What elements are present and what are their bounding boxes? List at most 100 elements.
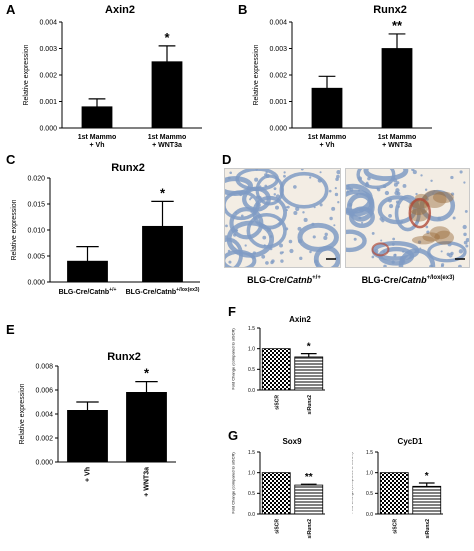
chart-title: Sox9 (282, 437, 302, 446)
nucleus (263, 244, 266, 247)
chart-axin2-mammo: Axin2 0.000 0.001 0.002 0.003 0.004 Relative e… (23, 4, 202, 149)
panel-label-a: A (6, 2, 16, 17)
significance-mark: * (160, 185, 166, 200)
histology-caption-right: BLG-Cre/Catnb+/lox(ex3) (361, 275, 455, 285)
nucleus (415, 219, 420, 223)
nucleus (400, 220, 404, 224)
nucleus (283, 174, 286, 178)
nucleus (229, 171, 232, 175)
histology-panel: BLG-Cre/Catnb+/+ BLG-Cre/Catnb+/lox(ex3) (224, 168, 470, 288)
category-label: BLG-Cre/Catnb+/+ (59, 287, 117, 296)
category-label: 1st Mammo + Vh (308, 134, 347, 149)
bar-2 (126, 392, 167, 463)
nucleus (415, 192, 418, 196)
nucleus (295, 206, 300, 212)
nucleus (367, 176, 371, 181)
nucleus (419, 247, 422, 250)
panel-label-d: D (222, 152, 232, 167)
chart-title: Runx2 (107, 351, 141, 363)
alveolus-outline (279, 171, 329, 209)
brown-stain (422, 190, 447, 209)
bar-2 (142, 225, 183, 283)
category-label: siRunx2 (307, 395, 313, 415)
y-axis-label: Relative expression (11, 199, 18, 260)
nucleus (309, 176, 312, 179)
nucleus (431, 192, 435, 195)
nucleus (240, 214, 244, 218)
nucleus (389, 204, 394, 209)
nucleus (333, 224, 336, 227)
nucleus (225, 235, 228, 239)
bar-1 (81, 106, 113, 129)
nucleus (311, 222, 315, 226)
nucleus (380, 239, 383, 242)
bar-1 (311, 87, 343, 129)
panel-label-b: B (238, 2, 248, 17)
alveolus-outline (225, 176, 253, 196)
alveolus-outline (242, 186, 271, 212)
nucleus (251, 255, 256, 259)
nucleus (299, 256, 303, 261)
nucleus (346, 184, 350, 188)
nucleus (225, 208, 227, 211)
nucleus (275, 194, 281, 199)
nucleus (382, 184, 387, 189)
nucleus (430, 179, 433, 183)
nucleus (463, 240, 468, 245)
nucleus (347, 187, 352, 191)
nucleus (256, 202, 261, 207)
nucleus (429, 264, 434, 267)
nucleus (293, 185, 297, 189)
y-tick-label: 0.003 (269, 46, 287, 53)
nucleus (392, 178, 398, 183)
bar-1 (261, 348, 291, 391)
nucleus (371, 231, 375, 235)
y-tick-label: 0.004 (269, 19, 287, 26)
nucleus (387, 198, 392, 203)
nucleus (313, 206, 316, 209)
y-axis-label: Relative expression (253, 44, 260, 105)
significance-mark: * (164, 30, 170, 45)
significance-mark: * (144, 366, 150, 381)
alveolus-outline (419, 189, 456, 222)
nucleus (391, 260, 395, 264)
chart-runx2-catnb: Runx2 0.000 0.005 0.010 0.015 0.020 Relative e… (11, 162, 200, 296)
y-tick-label: 0.001 (269, 99, 287, 106)
nucleus (450, 192, 455, 196)
y-tick-label: 0.5 (248, 491, 255, 497)
nucleus (379, 216, 384, 221)
nucleus (269, 235, 273, 238)
nucleus (376, 187, 379, 190)
brown-stain (434, 230, 455, 245)
panel-label-c: C (6, 152, 16, 167)
nucleus (297, 226, 302, 231)
nucleus (233, 229, 238, 233)
nucleus (450, 175, 454, 180)
nucleus (358, 216, 362, 220)
y-tick-label: 0.000 (39, 125, 57, 132)
y-tick-label: 1.0 (366, 470, 373, 476)
alveolus-outline (356, 169, 396, 190)
bar-1 (67, 260, 108, 283)
nucleus (328, 189, 332, 193)
y-axis-label: Fold Change (compared to siSCR) (232, 328, 236, 390)
nucleus (250, 196, 253, 200)
histology-caption-left: BLG-Cre/Catnb+/+ (247, 275, 321, 285)
stained-duct (408, 197, 432, 229)
y-tick-label: 0.001 (39, 99, 57, 106)
nucleus (298, 239, 303, 244)
nucleus (266, 227, 272, 232)
nucleus (440, 250, 443, 253)
nucleus (337, 201, 340, 204)
alveolus-outline (226, 220, 275, 258)
nucleus (331, 206, 336, 211)
nucleus (356, 193, 359, 196)
nucleus (361, 221, 364, 224)
nucleus (244, 244, 247, 247)
nucleus (412, 170, 417, 175)
nucleus (357, 176, 363, 181)
nucleus (402, 250, 405, 253)
nucleus (228, 260, 232, 264)
nucleus (283, 171, 286, 174)
nucleus (257, 195, 262, 201)
